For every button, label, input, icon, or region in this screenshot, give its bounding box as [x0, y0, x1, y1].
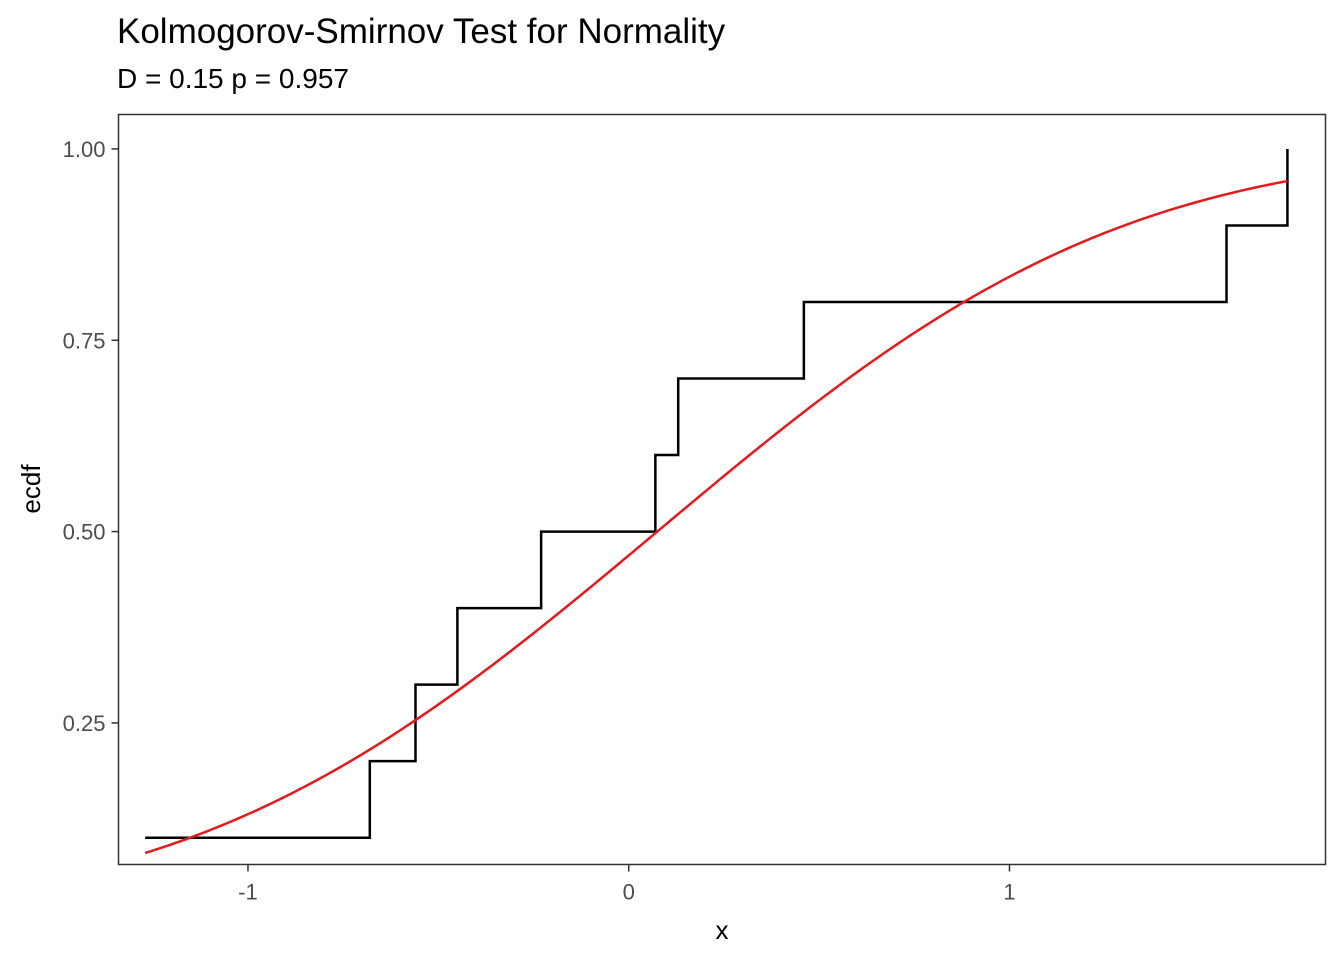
x-axis: -1 0 1	[238, 864, 1016, 905]
x-tick-label: 0	[623, 880, 635, 905]
x-tick-label: 1	[1003, 880, 1015, 905]
chart-title: Kolmogorov-Smirnov Test for Normality	[117, 12, 726, 51]
plot-panel-border	[117, 113, 1327, 866]
series-layer	[144, 148, 1289, 855]
x-axis-title: x	[716, 915, 729, 945]
y-tick-label: 0.25	[63, 711, 106, 736]
ecdf-step-line	[145, 148, 1289, 839]
y-tick-label: 0.75	[63, 328, 106, 353]
x-tick-label: -1	[238, 880, 258, 905]
y-axis-title: ecdf	[16, 464, 46, 514]
y-tick-label: 0.50	[63, 520, 106, 545]
y-axis: 0.25 0.50 0.75 1.00	[63, 137, 119, 736]
chart-subtitle: D = 0.15 p = 0.957	[117, 63, 349, 94]
y-tick-label: 1.00	[63, 137, 106, 162]
normal-cdf-curve	[144, 179, 1288, 855]
